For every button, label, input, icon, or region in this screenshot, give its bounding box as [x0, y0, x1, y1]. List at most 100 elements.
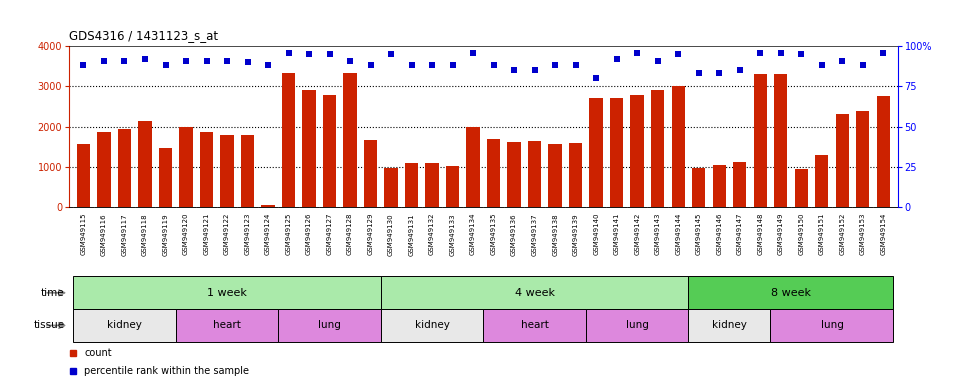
Bar [158, 149, 172, 207]
Text: lung: lung [318, 320, 341, 331]
Bar [876, 96, 890, 207]
Point [179, 58, 194, 64]
Text: tissue: tissue [34, 320, 64, 331]
Point [137, 56, 153, 62]
Text: GSM949126: GSM949126 [306, 213, 312, 255]
Text: GSM949116: GSM949116 [101, 213, 107, 255]
Point [281, 50, 297, 56]
Point [76, 62, 91, 68]
Bar [771, 309, 894, 342]
Point [363, 62, 378, 68]
Text: kidney: kidney [415, 320, 449, 331]
Point [753, 50, 768, 56]
Text: 8 week: 8 week [771, 288, 811, 298]
Bar [528, 141, 541, 207]
Bar [483, 309, 586, 342]
Bar [425, 163, 439, 207]
Point [444, 62, 460, 68]
Text: heart: heart [213, 320, 241, 331]
Bar [754, 74, 767, 207]
Point [609, 56, 624, 62]
Bar [688, 309, 771, 342]
Text: GSM949146: GSM949146 [716, 213, 722, 255]
Text: GSM949125: GSM949125 [285, 213, 292, 255]
Bar [77, 144, 90, 207]
Bar [589, 98, 603, 207]
Text: GSM949136: GSM949136 [511, 213, 517, 255]
Text: GSM949139: GSM949139 [573, 213, 579, 255]
Bar [200, 132, 213, 207]
Text: GSM949119: GSM949119 [162, 213, 169, 255]
Bar [118, 129, 132, 207]
Text: GSM949123: GSM949123 [245, 213, 251, 255]
Bar [278, 309, 381, 342]
Point [568, 62, 584, 68]
Bar [795, 169, 808, 207]
Text: GSM949132: GSM949132 [429, 213, 435, 255]
Bar [73, 309, 176, 342]
Bar [651, 90, 664, 207]
Bar [364, 140, 377, 207]
Point [732, 67, 748, 73]
Text: GSM949145: GSM949145 [696, 213, 702, 255]
Point [157, 62, 173, 68]
Point [486, 62, 501, 68]
Text: GSM949154: GSM949154 [880, 213, 886, 255]
Bar [381, 276, 688, 309]
Bar [323, 95, 336, 207]
Text: GSM949143: GSM949143 [655, 213, 660, 255]
Point [96, 58, 111, 64]
Bar [856, 111, 870, 207]
Point [240, 59, 255, 65]
Bar [97, 132, 110, 207]
Point [322, 51, 337, 57]
Text: GSM949150: GSM949150 [798, 213, 804, 255]
Bar [569, 143, 583, 207]
Bar [631, 95, 644, 207]
Bar [774, 74, 787, 207]
Text: GSM949148: GSM949148 [757, 213, 763, 255]
Bar [221, 135, 233, 207]
Text: GSM949140: GSM949140 [593, 213, 599, 255]
Text: 1 week: 1 week [207, 288, 247, 298]
Bar [610, 98, 623, 207]
Text: GSM949142: GSM949142 [635, 213, 640, 255]
Bar [586, 309, 688, 342]
Point [507, 67, 522, 73]
Point [711, 70, 727, 76]
Point [547, 62, 563, 68]
Bar [487, 139, 500, 207]
Text: kidney: kidney [712, 320, 747, 331]
Text: GSM949130: GSM949130 [388, 213, 394, 255]
Text: GSM949124: GSM949124 [265, 213, 271, 255]
Point [404, 62, 420, 68]
Bar [733, 162, 746, 207]
Bar [688, 276, 894, 309]
Bar [508, 142, 520, 207]
Text: 4 week: 4 week [515, 288, 555, 298]
Point [588, 75, 604, 81]
Bar [405, 162, 419, 207]
Point [301, 51, 317, 57]
Text: GSM949135: GSM949135 [491, 213, 496, 255]
Text: GSM949152: GSM949152 [839, 213, 845, 255]
Bar [815, 156, 828, 207]
Bar [835, 114, 849, 207]
Point [383, 51, 398, 57]
Text: time: time [40, 288, 64, 298]
Text: GSM949131: GSM949131 [409, 213, 415, 255]
Bar [241, 135, 254, 207]
Text: GSM949153: GSM949153 [860, 213, 866, 255]
Point [773, 50, 788, 56]
Text: GSM949141: GSM949141 [613, 213, 619, 255]
Text: GSM949128: GSM949128 [348, 213, 353, 255]
Text: GSM949117: GSM949117 [122, 213, 128, 255]
Point [670, 51, 685, 57]
Text: lung: lung [626, 320, 649, 331]
Bar [384, 168, 397, 207]
Bar [176, 309, 278, 342]
Point [650, 58, 665, 64]
Text: GSM949127: GSM949127 [326, 213, 332, 255]
Bar [548, 144, 562, 207]
Point [260, 62, 276, 68]
